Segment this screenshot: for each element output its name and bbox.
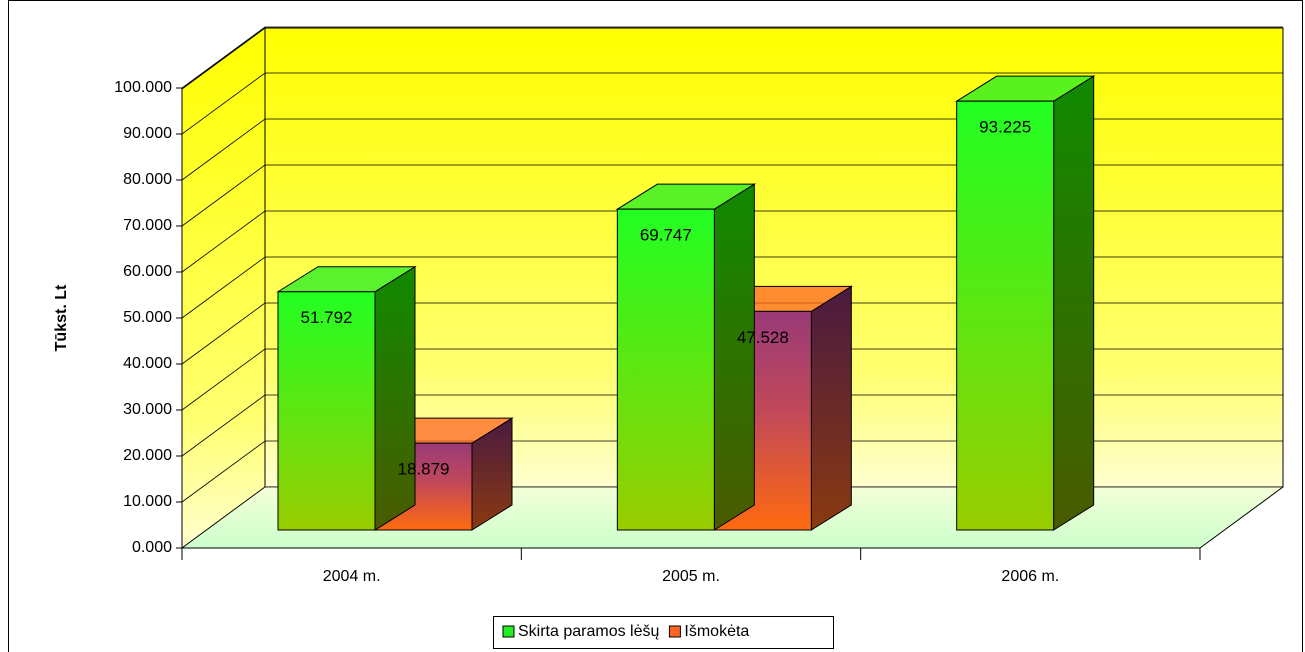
bar xyxy=(956,100,1055,531)
data-label: 51.792 xyxy=(301,308,353,327)
bar-side xyxy=(374,265,416,531)
grid-line xyxy=(181,348,1283,411)
y-tick-label: 0.000 xyxy=(132,539,172,556)
grid-line xyxy=(181,210,1283,273)
bar-side xyxy=(1053,75,1095,531)
y-tick-label: 50.000 xyxy=(123,309,172,326)
grid-line xyxy=(181,72,1283,135)
grid-line xyxy=(181,440,1283,503)
data-label: 69.747 xyxy=(640,226,692,245)
grid-line xyxy=(181,26,1283,89)
bar-side xyxy=(810,285,852,531)
grid-line xyxy=(181,302,1283,365)
legend xyxy=(493,616,834,649)
grid-line xyxy=(181,164,1283,227)
data-label: 18.879 xyxy=(398,460,450,479)
legend-swatch xyxy=(668,625,681,638)
y-axis-label: Tūkst. Lt xyxy=(53,284,70,351)
y-tick-label: 60.000 xyxy=(123,263,172,280)
x-tick-label: 2006 m. xyxy=(1001,568,1059,585)
y-tick-label: 100.000 xyxy=(114,79,172,96)
floor-edge xyxy=(1199,486,1284,549)
bar xyxy=(616,208,715,531)
y-tick-label: 80.000 xyxy=(123,171,172,188)
bars: 51.792 18.879 69.747 47.528 93.225 xyxy=(276,75,1096,531)
grid xyxy=(181,26,1283,549)
legend-label: Skirta paramos lėšų xyxy=(518,623,659,640)
y-tick-label: 30.000 xyxy=(123,401,172,418)
y-tick-label: 20.000 xyxy=(123,447,172,464)
y-tick-label: 10.000 xyxy=(123,493,172,510)
y-tick-label: 40.000 xyxy=(123,355,172,372)
bar-side xyxy=(713,183,755,531)
x-tick-label: 2004 m. xyxy=(323,568,381,585)
legend-swatch xyxy=(502,625,515,638)
y-tick-label: 90.000 xyxy=(123,125,172,142)
chart-frame xyxy=(8,0,1303,652)
grid-line xyxy=(181,256,1283,319)
grid-line xyxy=(181,118,1283,181)
y-tick-label: 70.000 xyxy=(123,217,172,234)
grid-line xyxy=(181,486,1283,549)
legend-label: Išmokėta xyxy=(684,623,749,640)
bar xyxy=(277,291,376,531)
side-wall xyxy=(181,27,266,549)
x-tick-label: 2005 m. xyxy=(662,568,720,585)
data-label: 47.528 xyxy=(737,328,789,347)
data-label: 93.225 xyxy=(979,118,1031,137)
grid-line xyxy=(181,394,1283,457)
